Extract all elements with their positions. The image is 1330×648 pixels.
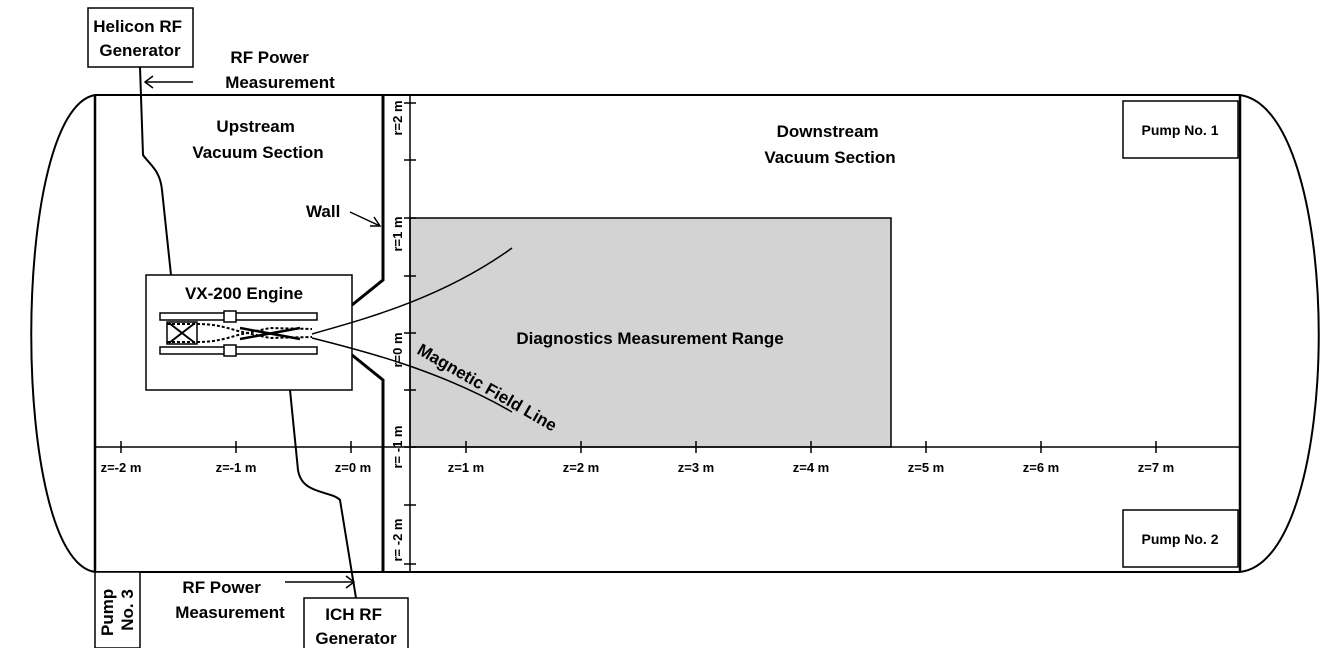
- z-tick-label: z=5 m: [908, 460, 945, 475]
- lower-magnet: [159, 346, 318, 355]
- lower-coil-block: [223, 344, 237, 357]
- plasma-channel-upper: [167, 323, 313, 340]
- helicon-generator-label: Helicon RF Generator: [93, 17, 187, 60]
- wall-label: Wall: [306, 202, 340, 221]
- wall-upper: [351, 95, 385, 307]
- pump-1-box: [1122, 100, 1239, 159]
- upper-magnet: [159, 312, 318, 321]
- rf-power-measurement-top: RF Power Measurement: [225, 48, 335, 92]
- separator-wall: [351, 95, 385, 572]
- z-tick-label: z=-2 m: [101, 460, 142, 475]
- plasma-channel-lower: [167, 326, 313, 343]
- field-line-lower: [311, 337, 513, 413]
- ich-rf-generator-box: [303, 597, 409, 648]
- r-axis: [404, 95, 416, 572]
- ich-generator-label: ICH RF Generator: [315, 605, 397, 648]
- arrow-to-helicon-cable: [143, 75, 193, 89]
- z-tick-label: z=1 m: [448, 460, 485, 475]
- r-tick-label: r= -1 m: [390, 426, 405, 469]
- chamber-left-endcap: [30, 94, 96, 573]
- field-line-upper: [311, 247, 513, 335]
- z-tick-label: z=7 m: [1138, 460, 1175, 475]
- z-tick-label: z=4 m: [793, 460, 830, 475]
- r-tick-label: r=2 m: [390, 100, 405, 135]
- magnetic-field-lines: [311, 247, 513, 413]
- downstream-section-label: Downstream Vacuum Section: [764, 122, 895, 167]
- z-tick-label: z=3 m: [678, 460, 715, 475]
- ich-antenna-x: [239, 326, 301, 341]
- helicon-antenna-x: [168, 322, 196, 344]
- r-axis-labels: r=2 m r=1 m r=0 m r= -1 m r= -2 m: [390, 100, 405, 561]
- engine-label: VX-200 Engine: [185, 284, 303, 303]
- z-tick-label: z=2 m: [563, 460, 600, 475]
- pump-3-label: Pump No. 3: [98, 584, 137, 636]
- chamber-right-endcap: [1239, 94, 1320, 573]
- z-tick-label: z=0 m: [335, 460, 372, 475]
- r-tick-label: r=1 m: [390, 216, 405, 251]
- helicon-rf-cable: [139, 66, 172, 276]
- vacuum-chamber: [30, 94, 1320, 573]
- rf-power-measurement-bottom: RF Power Measurement: [175, 578, 285, 622]
- r-tick-label: r= -2 m: [390, 519, 405, 562]
- z-axis: [95, 441, 1240, 453]
- upstream-section-label: Upstream Vacuum Section: [192, 117, 323, 162]
- pump-2-label: Pump No. 2: [1141, 531, 1218, 547]
- arrow-to-wall: [349, 211, 382, 227]
- r-tick-label: r=0 m: [390, 332, 405, 367]
- z-tick-label: z=-1 m: [216, 460, 257, 475]
- ich-rf-cable: [289, 389, 357, 599]
- pump-3-box: [94, 571, 141, 648]
- z-tick-label: z=6 m: [1023, 460, 1060, 475]
- arrow-to-ich-cable: [285, 575, 356, 589]
- upper-coil-block: [223, 310, 237, 323]
- pump-1-label: Pump No. 1: [1141, 122, 1218, 138]
- helicon-rf-generator-box: [87, 7, 194, 68]
- engine-internals: [159, 310, 318, 357]
- diagnostics-range-area: [409, 217, 892, 448]
- pump-2-box: [1122, 509, 1239, 568]
- diagnostics-range-label: Diagnostics Measurement Range: [516, 329, 783, 348]
- helicon-antenna-box: [166, 321, 198, 345]
- z-axis-labels: z=-2 m z=-1 m z=0 m z=1 m z=2 m z=3 m z=…: [101, 460, 1175, 475]
- wall-lower: [351, 353, 385, 572]
